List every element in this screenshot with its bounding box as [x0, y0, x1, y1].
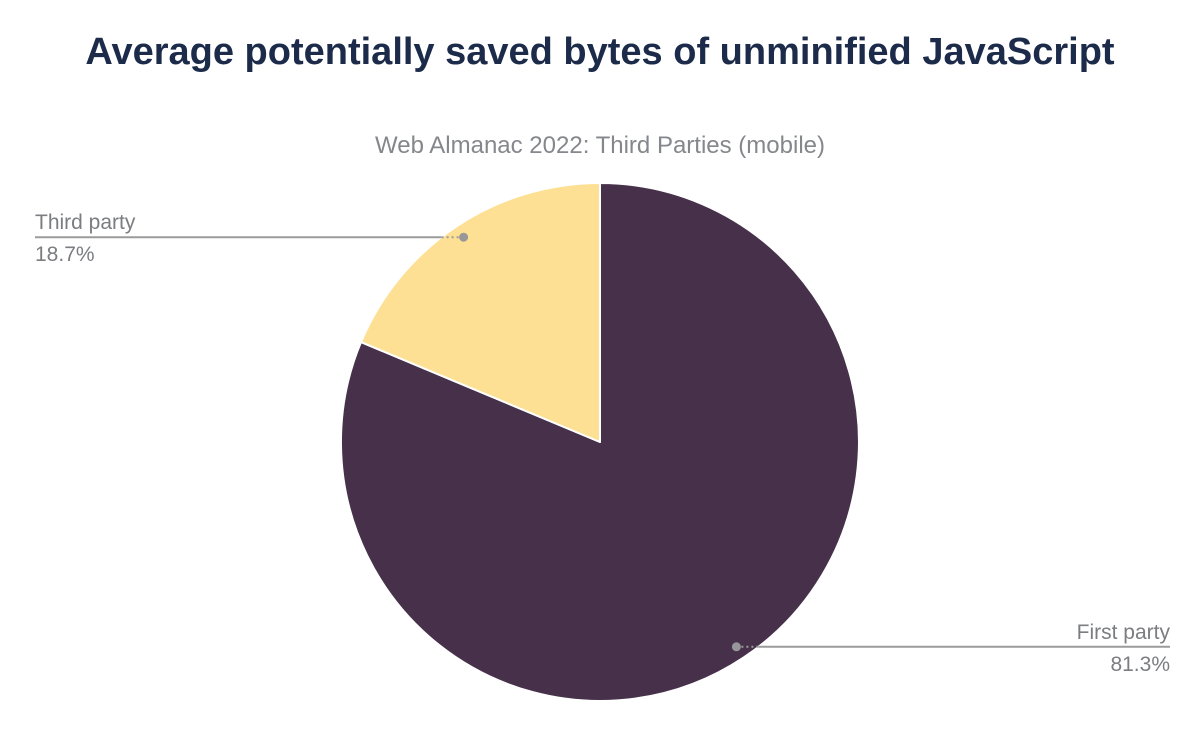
- callout-first-party: First party 81.3%: [1077, 620, 1170, 677]
- pie-slice-third-party: [360, 182, 601, 443]
- callout-third-party: Third party 18.7%: [35, 210, 135, 267]
- slice-value-third-party: 18.7%: [35, 243, 95, 266]
- chart-subtitle: Web Almanac 2022: Third Parties (mobile): [375, 132, 825, 159]
- slice-label-third-party: Third party: [35, 211, 136, 234]
- slice-value-first-party: 81.3%: [1110, 653, 1170, 676]
- callout-dot: [731, 642, 741, 652]
- slice-label-first-party: First party: [1076, 621, 1170, 644]
- chart-title: Average potentially saved bytes of unmin…: [85, 31, 1115, 73]
- callout-dot: [459, 232, 469, 242]
